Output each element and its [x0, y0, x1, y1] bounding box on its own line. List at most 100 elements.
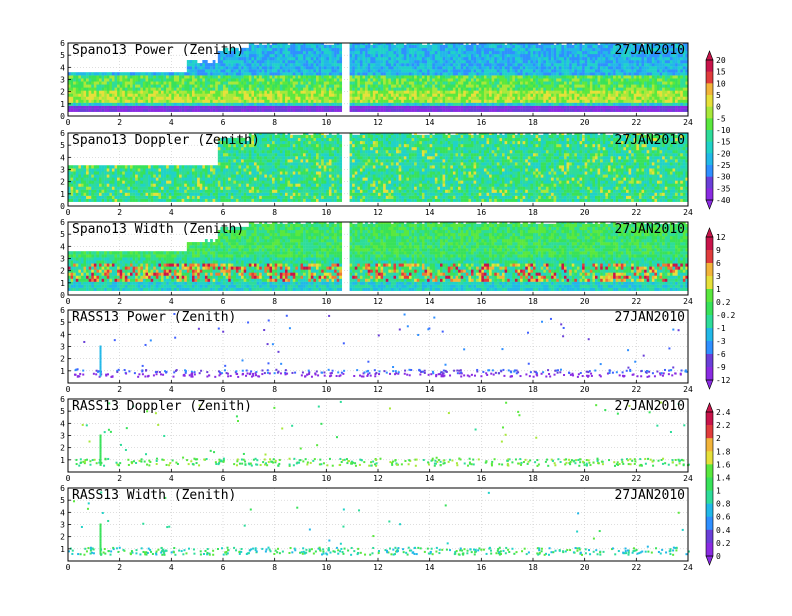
- y-tick-label: 2: [60, 88, 65, 97]
- heat-cell: [515, 90, 518, 93]
- heat-cell: [251, 87, 254, 90]
- heat-cell: [600, 75, 603, 78]
- heat-cell: [399, 51, 402, 54]
- heat-cell: [404, 78, 407, 81]
- heat-cell: [427, 81, 430, 84]
- heat-cell: [329, 48, 332, 51]
- heat-cell: [474, 106, 477, 109]
- heat-cell: [156, 97, 159, 100]
- heat-cell: [120, 109, 123, 112]
- heat-cell: [432, 51, 435, 54]
- heat-cell: [313, 75, 316, 78]
- heat-cell: [223, 84, 226, 87]
- heat-cell: [541, 87, 544, 90]
- heat-cell: [326, 84, 329, 87]
- heat-cell: [409, 100, 412, 103]
- heat-cell: [458, 54, 461, 57]
- heat-cell: [277, 81, 280, 84]
- heat-cell: [363, 54, 366, 57]
- heat-cell: [301, 90, 304, 93]
- heat-cell: [432, 106, 435, 109]
- heat-cell: [419, 48, 422, 51]
- heat-cell: [492, 87, 495, 90]
- heat-cell: [213, 63, 216, 66]
- heat-cell: [554, 103, 557, 106]
- heat-cell: [518, 109, 521, 112]
- heat-cell: [487, 75, 490, 78]
- heat-cell: [187, 81, 190, 84]
- heat-cell: [78, 196, 81, 199]
- heat-cell: [598, 45, 601, 48]
- heat-cell: [481, 78, 484, 81]
- heat-cell: [272, 84, 275, 87]
- heat-cell: [120, 90, 123, 93]
- heat-cell: [251, 97, 254, 100]
- heat-cell: [445, 81, 448, 84]
- heat-cell: [117, 93, 120, 96]
- heat-cell: [295, 109, 298, 112]
- heat-cell: [187, 87, 190, 90]
- heat-cell: [78, 84, 81, 87]
- heat-cell: [608, 97, 611, 100]
- heat-cell: [184, 106, 187, 109]
- heat-cell: [285, 66, 288, 69]
- heat-cell: [665, 75, 668, 78]
- heat-cell: [285, 106, 288, 109]
- heat-cell: [580, 51, 583, 54]
- heat-cell: [282, 54, 285, 57]
- heat-cell: [595, 97, 598, 100]
- heat-cell: [308, 51, 311, 54]
- heat-cell: [135, 87, 138, 90]
- heat-cell: [254, 54, 257, 57]
- heat-cell: [412, 54, 415, 57]
- heat-cell: [73, 165, 76, 168]
- heat-cell: [158, 106, 161, 109]
- heat-cell: [582, 75, 585, 78]
- heat-cell: [678, 97, 681, 100]
- heat-cell: [497, 78, 500, 81]
- heat-cell: [329, 72, 332, 75]
- heat-cell: [244, 66, 247, 69]
- heat-cell: [554, 60, 557, 63]
- heat-cell: [463, 109, 466, 112]
- heat-cell: [572, 45, 575, 48]
- heat-cell: [135, 84, 138, 87]
- heat-cell: [463, 54, 466, 57]
- heat-cell: [272, 93, 275, 96]
- heat-cell: [370, 106, 373, 109]
- heat-cell: [636, 63, 639, 66]
- heat-cell: [153, 87, 156, 90]
- heat-cell: [587, 57, 590, 60]
- heat-cell: [502, 51, 505, 54]
- heat-cell: [86, 103, 89, 106]
- heat-cell: [363, 106, 366, 109]
- heat-cell: [463, 97, 466, 100]
- heat-cell: [618, 63, 621, 66]
- heat-cell: [220, 103, 223, 106]
- heat-cell: [590, 69, 593, 72]
- heat-cell: [574, 106, 577, 109]
- heat-cell: [399, 60, 402, 63]
- heat-cell: [642, 84, 645, 87]
- heat-cell: [603, 45, 606, 48]
- heat-cell: [600, 51, 603, 54]
- heat-cell: [613, 100, 616, 103]
- heat-cell: [649, 78, 652, 81]
- heat-cell: [468, 87, 471, 90]
- heat-cell: [585, 90, 588, 93]
- heat-cell: [489, 81, 492, 84]
- heat-cell: [608, 45, 611, 48]
- heat-cell: [422, 103, 425, 106]
- heat-cell: [536, 103, 539, 106]
- heat-cell: [381, 109, 384, 112]
- heat-cell: [456, 93, 459, 96]
- heat-cell: [197, 100, 200, 103]
- heat-cell: [120, 100, 123, 103]
- heat-cell: [409, 78, 412, 81]
- heat-cell: [507, 103, 510, 106]
- heat-cell: [523, 45, 526, 48]
- heat-cell: [370, 66, 373, 69]
- heat-cell: [228, 81, 231, 84]
- heat-cell: [233, 87, 236, 90]
- heat-cell: [370, 100, 373, 103]
